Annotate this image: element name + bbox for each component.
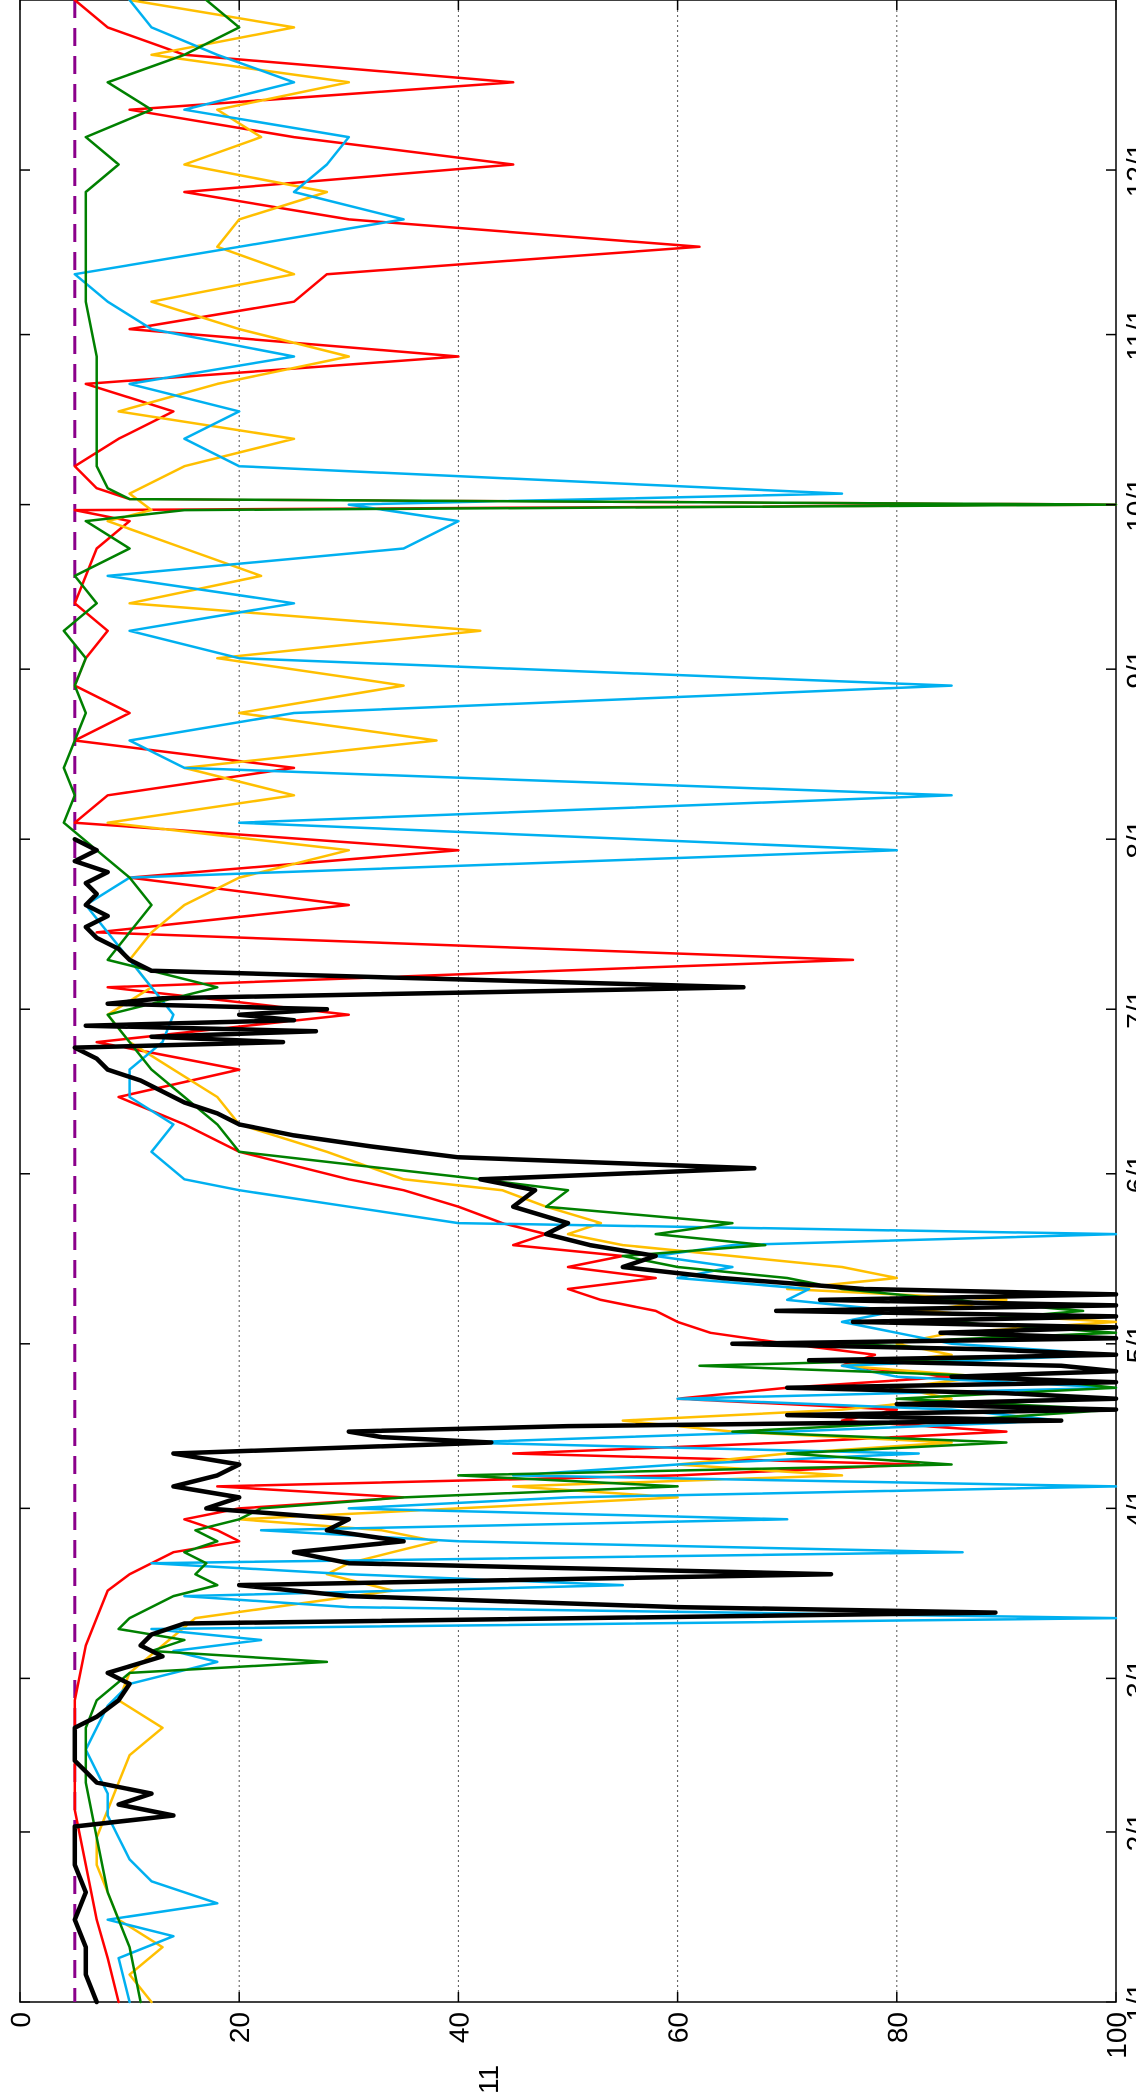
x-tick-label: 6/1 [1121, 1154, 1136, 1193]
x-tick-label: 9/1 [1121, 650, 1136, 689]
x-tick-label: 4/1 [1121, 1489, 1136, 1528]
series-line-0 [72, 836, 1119, 2005]
x-tick-label: 5/1 [1121, 1324, 1136, 1363]
y-tick-label: 20 [224, 2012, 255, 2043]
series-line-2 [95, 0, 1118, 2004]
y-tick-label: 60 [663, 2012, 694, 2043]
y-axis-label-partial: 11 [473, 2065, 504, 2094]
y-axis-ticks: 0 20 40 60 80 100 [5, 0, 1132, 2059]
x-tick-label: 12/1 [1121, 143, 1136, 198]
x-tick-label: 2/1 [1121, 1812, 1136, 1851]
series-line-4 [62, 0, 1118, 2004]
series-group [62, 0, 1119, 2005]
x-tick-label: 11/1 [1121, 308, 1136, 360]
y-tick-label: 80 [882, 2012, 913, 2043]
y-tick-label: 40 [443, 2012, 474, 2043]
plot-area [19, 0, 1117, 2003]
x-axis-ticks: 1/1 2/1 3/1 4/1 5/1 6/1 7/1 8/1 9/1 10/1 11/1 12/1 [20, 143, 1136, 2022]
x-tick-label: 10/1 [1121, 477, 1136, 532]
y-tick-label: 100 [1101, 2012, 1132, 2059]
series-line-1 [73, 0, 1118, 2004]
series-line-3 [73, 0, 1118, 2004]
x-tick-label: 1/1 [1121, 1983, 1136, 2022]
y-tick-label: 0 [5, 2012, 36, 2028]
x-tick-label: 8/1 [1121, 820, 1136, 859]
x-tick-label: 7/1 [1121, 990, 1136, 1029]
x-tick-label: 3/1 [1121, 1659, 1136, 1698]
